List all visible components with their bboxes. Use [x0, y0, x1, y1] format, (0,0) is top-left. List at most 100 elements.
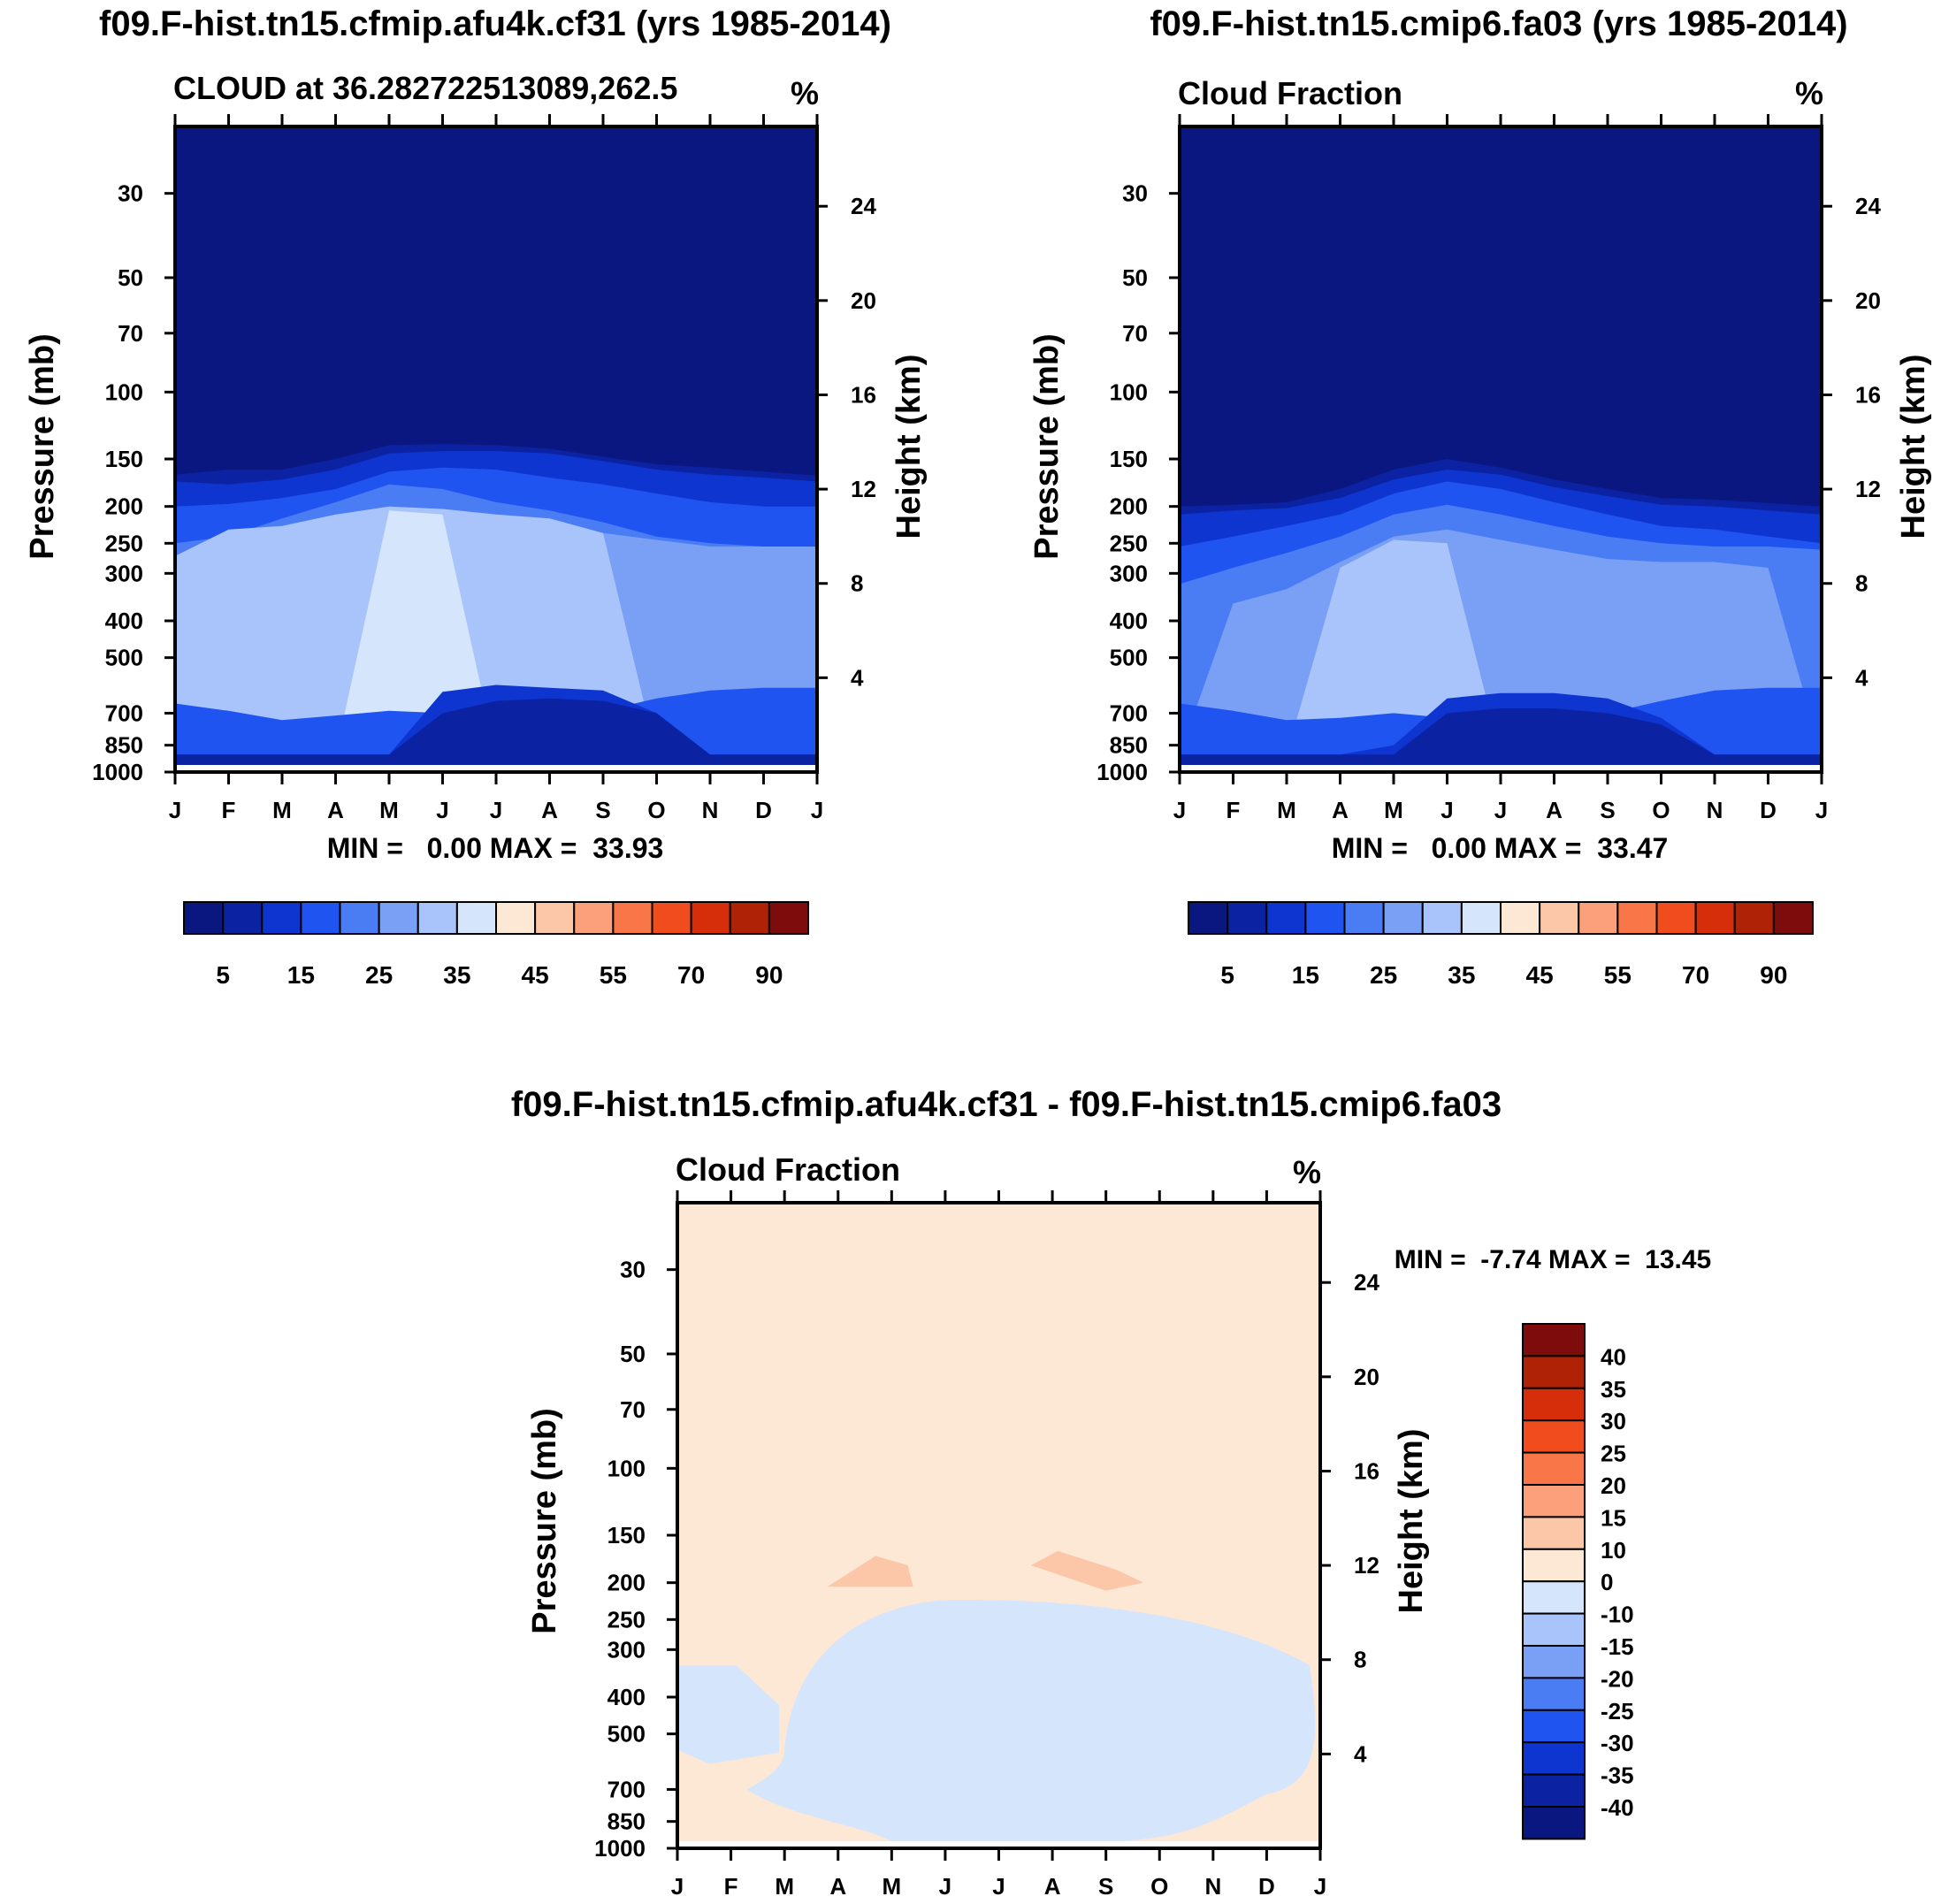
y-tick-label: 70 [118, 320, 143, 347]
colorbar-box [1733, 901, 1775, 935]
surface-strip [1181, 765, 1820, 770]
y-axis-label: Pressure (mb) [526, 1408, 563, 1634]
y-tick-label: 300 [608, 1636, 646, 1663]
colorbar-box [573, 901, 615, 935]
colorbar-box [1655, 901, 1697, 935]
y-tick-label: 150 [1110, 446, 1148, 472]
colorbar-box [651, 901, 692, 935]
units-label: % [791, 75, 819, 111]
x-tick-label: J [169, 797, 181, 823]
x-tick-label: O [1652, 797, 1670, 823]
colorbar-box [300, 901, 341, 935]
x-tick-label: D [1760, 797, 1777, 823]
colorbar-box [1772, 901, 1814, 935]
contour-fill [175, 126, 817, 765]
y-tick-label: 30 [620, 1257, 646, 1283]
contour-plot: J F M A M J J A S O N D J 30 50 70 100 150 200 250 300 400 500… [1097, 114, 1881, 823]
y-right-tick-label: 20 [1855, 287, 1881, 314]
y-tick-label: 150 [608, 1522, 646, 1548]
colorbar-box [416, 901, 458, 935]
y-right-tick-label: 24 [1354, 1269, 1379, 1296]
colorbar-label: -40 [1601, 1794, 1634, 1821]
contour-band [175, 506, 817, 765]
x-tick-label: N [1707, 797, 1723, 823]
y-right-tick-label: 8 [1855, 570, 1868, 597]
x-tick-label: F [1226, 797, 1241, 823]
x-tick-label: O [1150, 1873, 1168, 1900]
x-tick-label: A [1546, 797, 1563, 823]
colorbar-label: -25 [1601, 1698, 1634, 1724]
colorbar-label: 35 [443, 961, 470, 989]
colorbar-label: 70 [1682, 961, 1709, 989]
y-right-tick-label: 12 [1354, 1552, 1379, 1579]
colorbar-label: -20 [1601, 1665, 1634, 1692]
colorbar-box [1522, 1419, 1586, 1454]
y-right-tick-label: 16 [1354, 1457, 1379, 1484]
y-right-tick-label: 20 [1354, 1364, 1379, 1390]
y-tick-label: 100 [105, 379, 143, 405]
y-right-tick-label: 4 [1354, 1740, 1367, 1767]
colorbar-box [1188, 901, 1229, 935]
contour-fill [677, 1203, 1320, 1841]
colorbar-box [768, 901, 809, 935]
x-tick-label: S [595, 797, 610, 823]
colorbar-label: 70 [677, 961, 705, 989]
colorbar-label: 0 [1601, 1569, 1613, 1595]
colorbar-label: -35 [1601, 1763, 1634, 1789]
colorbar-box [1265, 901, 1307, 935]
y-right-tick-label: 16 [851, 381, 876, 408]
colorbar-box [1522, 1645, 1586, 1679]
min-max-stats: MIN = 0.00 MAX = 33.93 [327, 832, 664, 864]
colorbar-box [1382, 901, 1424, 935]
colorbar-box [534, 901, 576, 935]
y-right-tick-label: 12 [1855, 476, 1881, 502]
negative-region [746, 1600, 1316, 1841]
x-tick-label: M [775, 1873, 794, 1900]
colorbar-label: 35 [1601, 1376, 1626, 1403]
colorbar-label: 15 [287, 961, 315, 989]
contour-band-low [1180, 708, 1822, 765]
x-tick-label: J [811, 797, 823, 823]
y-tick-label: 30 [118, 180, 143, 207]
x-tick-label: F [222, 797, 236, 823]
colorbar-box [1522, 1709, 1586, 1744]
y-right-tick-label: 24 [851, 193, 876, 219]
x-tick-label: M [1277, 797, 1296, 823]
y-tick-label: 700 [608, 1776, 646, 1802]
units-label: % [1293, 1154, 1321, 1190]
colorbar-box [495, 901, 537, 935]
colorbar-box [1226, 901, 1268, 935]
x-tick-label: M [272, 797, 292, 823]
colorbar-label: 5 [216, 961, 230, 989]
x-tick-label: F [724, 1873, 738, 1900]
y-tick-label: 50 [620, 1341, 646, 1367]
colorbar-box [261, 901, 302, 935]
x-tick-label: J [1314, 1873, 1326, 1900]
colorbar-box [1522, 1516, 1586, 1550]
y-right-tick-label: 8 [851, 570, 863, 597]
x-tick-label: O [647, 797, 665, 823]
colorbar-box [1539, 901, 1580, 935]
colorbar-box [1694, 901, 1736, 935]
colorbar-label: 35 [1448, 961, 1475, 989]
x-tick-label: J [992, 1873, 1005, 1900]
x-tick-label: J [436, 797, 448, 823]
colorbar-label: -15 [1601, 1633, 1634, 1660]
colorbar-box [612, 901, 653, 935]
panel-left-label: Cloud Fraction [1178, 75, 1402, 111]
min-max-stats: MIN = 0.00 MAX = 33.47 [1332, 832, 1669, 864]
y-axis-label: Pressure (mb) [24, 333, 61, 560]
units-label: % [1795, 75, 1823, 111]
colorbar-label: 15 [1601, 1504, 1626, 1531]
colorbar-label: -10 [1601, 1602, 1634, 1628]
y-tick-label: 150 [105, 446, 143, 472]
panel-title: f09.F-hist.tn15.cfmip.afu4k.cf31 - f09.F… [511, 1085, 1502, 1124]
x-tick-label: J [671, 1873, 684, 1900]
y-tick-label: 100 [1110, 379, 1148, 405]
panel-difference: f09.F-hist.tn15.cfmip.afu4k.cf31 - f09.F… [511, 1085, 1711, 1900]
y-tick-label: 700 [105, 700, 143, 726]
x-tick-label: J [1440, 797, 1453, 823]
y-tick-label: 850 [1110, 732, 1148, 759]
colorbar-label: 90 [1760, 961, 1787, 989]
y-axis-label: Pressure (mb) [1028, 333, 1066, 560]
